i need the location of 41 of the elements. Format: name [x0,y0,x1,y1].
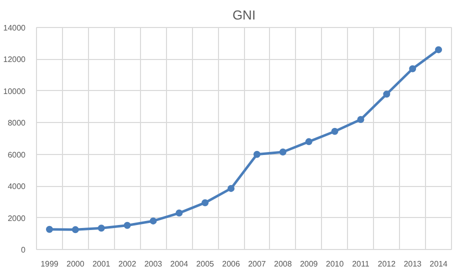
y-tick-label: 12000 [3,55,26,64]
x-tick-label: 2009 [300,260,318,268]
point [305,138,312,146]
y-tick-label: 14000 [3,24,26,32]
point [72,226,79,234]
x-tick-label: 2003 [144,260,163,268]
x-tick-label: 2006 [222,260,240,268]
x-tick-label: 2008 [274,260,292,268]
x-tick-label: 2013 [404,260,422,268]
point [357,116,364,123]
chart-title: GNI [232,8,256,22]
y-tick-label: 10000 [3,86,26,96]
point [124,222,131,229]
point [150,217,157,224]
point [253,150,260,158]
point [228,184,235,192]
x-tick-label: 2002 [118,260,137,268]
point [176,210,183,217]
x-tick-label: 2004 [170,260,189,268]
x-tick-label: 2000 [66,260,85,268]
x-tick-label: 2007 [248,260,266,268]
y-tick-label: 6000 [8,150,26,160]
x-tick-label: 2011 [352,260,370,268]
point [383,90,390,98]
point [331,128,338,135]
point [435,46,442,54]
point [46,226,53,233]
x-tick-label: 2001 [92,260,111,268]
y-tick-label: 2000 [8,214,26,223]
y-tick-label: 8000 [8,118,26,128]
point [279,148,286,156]
x-tick-label: 2012 [378,260,396,268]
x-tick-label: 1999 [40,260,59,268]
point [409,65,416,72]
x-tick-label: 2014 [430,260,448,268]
point [98,224,105,232]
point [202,199,209,206]
x-tick-label: 2005 [196,260,215,268]
y-tick-label: 4000 [8,182,26,192]
y-tick-label: 0 [21,246,26,254]
x-tick-label: 2010 [326,260,344,268]
